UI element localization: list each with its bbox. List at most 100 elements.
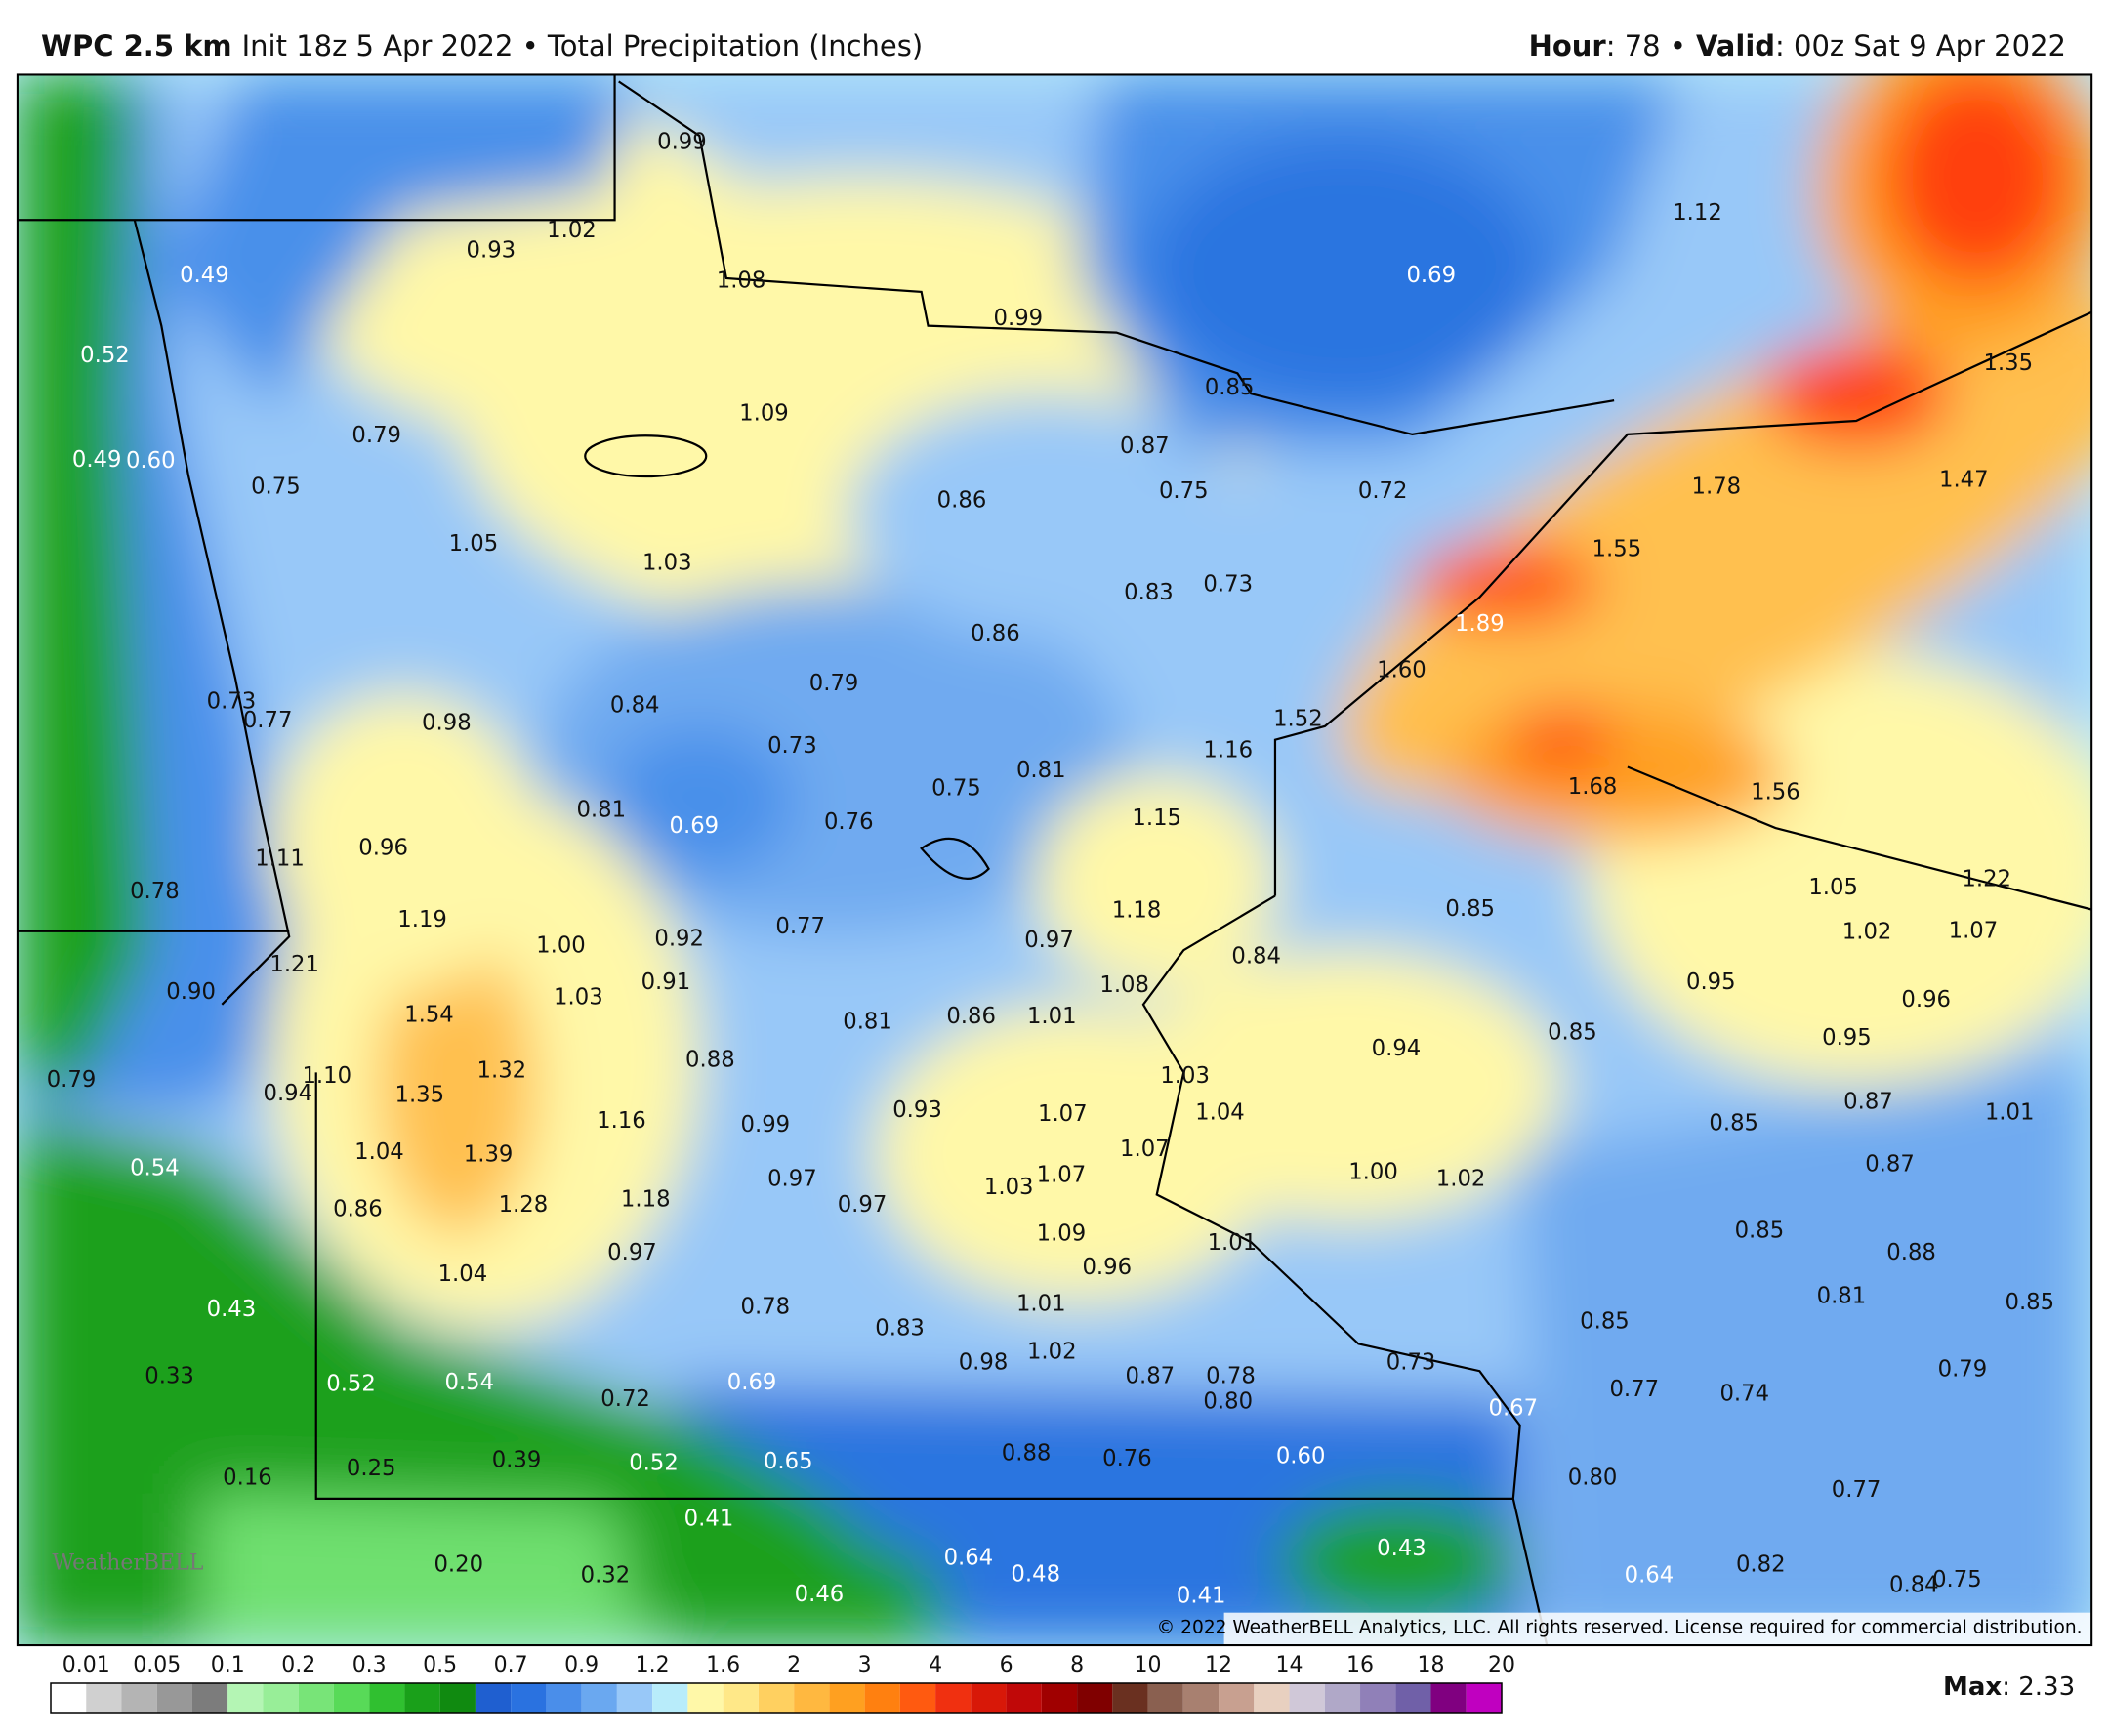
map-value-label: 0.85: [1709, 1111, 1758, 1137]
map-value-label: 0.79: [47, 1067, 97, 1093]
map-value-label: 0.91: [641, 970, 691, 995]
legend-swatch: [935, 1683, 972, 1713]
map-value-label: 0.67: [1488, 1396, 1538, 1422]
max: Max: 2.33: [1943, 1673, 2075, 1702]
legend-tick-label: 20: [1488, 1653, 1515, 1677]
map-value-label: 1.15: [1132, 806, 1181, 831]
map-value-label: 1.07: [1038, 1101, 1088, 1127]
map-value-label: 1.10: [302, 1063, 352, 1089]
map-value-label: 0.83: [1124, 580, 1174, 605]
legend-swatch: [1360, 1683, 1396, 1713]
map-value-label: 1.54: [404, 1002, 454, 1027]
map-value-label: 0.98: [959, 1349, 1009, 1375]
legend-swatch: [1324, 1683, 1361, 1713]
map-value-label: 1.02: [1436, 1167, 1486, 1192]
legend-swatch: [1289, 1683, 1325, 1713]
map-value-label: 1.16: [1203, 737, 1253, 763]
legend-tick-label: 14: [1276, 1653, 1303, 1677]
map-value-label: 1.22: [1962, 866, 2011, 891]
map-value-label: 0.75: [1932, 1567, 1982, 1592]
max-value: : 2.33: [2002, 1673, 2075, 1702]
legend-swatch: [794, 1683, 830, 1713]
map-value-label: 0.69: [727, 1370, 777, 1395]
map-value-label: 0.87: [1120, 434, 1170, 459]
max-label: Max: [1943, 1673, 2002, 1702]
hour: : 78 •: [1606, 29, 1686, 62]
map-value-label: 1.39: [464, 1142, 514, 1168]
legend-swatch: [333, 1683, 370, 1713]
legend-tick-label: 16: [1346, 1653, 1374, 1677]
legend-swatch: [899, 1683, 936, 1713]
map-value-label: 0.52: [326, 1372, 376, 1397]
map-value-label: 0.85: [1445, 896, 1495, 922]
map-value-label: 1.78: [1692, 475, 1742, 500]
map-value-label: 0.93: [467, 238, 517, 264]
map-value-label: 0.78: [1206, 1363, 1256, 1388]
map-value-label: 0.99: [657, 129, 707, 154]
map-value-label: 1.21: [269, 952, 319, 977]
map-value-label: 0.69: [670, 813, 720, 839]
legend-frame: [50, 1682, 1503, 1714]
map-value-label: 1.02: [1842, 920, 1892, 945]
legend-swatch: [1395, 1683, 1431, 1713]
map-value-label: 0.97: [607, 1240, 657, 1265]
legend-tick-label: 3: [858, 1653, 872, 1677]
legend: 0.01 0.05 0.1 0.2 0.3 0.5 0.7 0.9 1.2 1.6 2 3 4 6 8 10 1…: [50, 1653, 1515, 1714]
map-value-label: 0.83: [875, 1316, 925, 1342]
map-value-label: 0.99: [994, 306, 1044, 331]
logo: WeatherBELL: [52, 1550, 203, 1576]
legend-swatch: [369, 1683, 405, 1713]
map-value-label: 1.89: [1455, 611, 1505, 637]
map-value-label: 0.78: [741, 1294, 791, 1319]
map-value-label: 0.77: [775, 914, 825, 939]
header-left: WPC 2.5 km Init 18z 5 Apr 2022 • Total Pr…: [41, 29, 923, 62]
legend-swatch: [1254, 1683, 1290, 1713]
map-value-label: 0.73: [1203, 572, 1253, 598]
map-value-label: 0.85: [2005, 1290, 2054, 1315]
valid: : 00z Sat 9 Apr 2022: [1775, 29, 2066, 62]
map-value-label: 0.65: [764, 1449, 813, 1474]
map-value-label: 0.92: [654, 927, 704, 952]
map-value-label: 1.04: [1195, 1099, 1245, 1125]
map-value-label: 0.87: [1843, 1089, 1893, 1114]
map-value-label: 1.32: [477, 1057, 527, 1083]
map-value-label: 0.81: [576, 797, 626, 822]
legend-tick-label: 10: [1135, 1653, 1162, 1677]
map-value-label: 1.02: [547, 218, 597, 243]
legend-tick-label: 0.1: [211, 1653, 245, 1677]
map-value-label: 1.03: [1160, 1063, 1210, 1089]
map-value-label: 0.60: [126, 448, 176, 474]
map-value-label: 0.95: [1686, 970, 1736, 995]
map-value-label: 1.47: [1939, 468, 1989, 493]
map-value-label: 0.32: [581, 1563, 631, 1589]
legend-swatch: [723, 1683, 759, 1713]
map-value-label: 0.73: [767, 733, 817, 759]
map-value-label: 1.07: [1949, 918, 1999, 943]
legend-swatch: [546, 1683, 582, 1713]
map-value-label: 0.85: [1205, 375, 1255, 400]
legend-tick-label: 0.3: [352, 1653, 387, 1677]
map-value-label: 0.77: [243, 708, 293, 733]
map-value-label: 0.87: [1865, 1151, 1915, 1177]
legend-swatch: [404, 1683, 440, 1713]
legend-swatch: [971, 1683, 1007, 1713]
legend-tick-label: 8: [1070, 1653, 1084, 1677]
map-value-label: 1.05: [1808, 875, 1858, 900]
map-value-label: 1.18: [621, 1186, 671, 1212]
legend-swatch: [864, 1683, 900, 1713]
map-value-label: 0.82: [1736, 1551, 1786, 1577]
map-value-label: 1.12: [1673, 200, 1722, 226]
map-value-label: 0.49: [180, 263, 229, 288]
legend-swatch: [652, 1683, 688, 1713]
map-value-label: 0.69: [1406, 263, 1456, 288]
map-value-label: 1.11: [255, 846, 305, 871]
map-value-label: 0.96: [1082, 1255, 1132, 1280]
map-value-label: 0.94: [1372, 1036, 1422, 1061]
map-value-label: 1.04: [438, 1261, 488, 1287]
map-value-label: 1.09: [739, 400, 789, 426]
map-value-label: 0.94: [264, 1081, 313, 1106]
map-value-label: 0.64: [944, 1546, 994, 1571]
legend-tick-label: 0.01: [62, 1653, 110, 1677]
map-value-label: 0.86: [333, 1196, 383, 1221]
legend-swatch: [687, 1683, 724, 1713]
